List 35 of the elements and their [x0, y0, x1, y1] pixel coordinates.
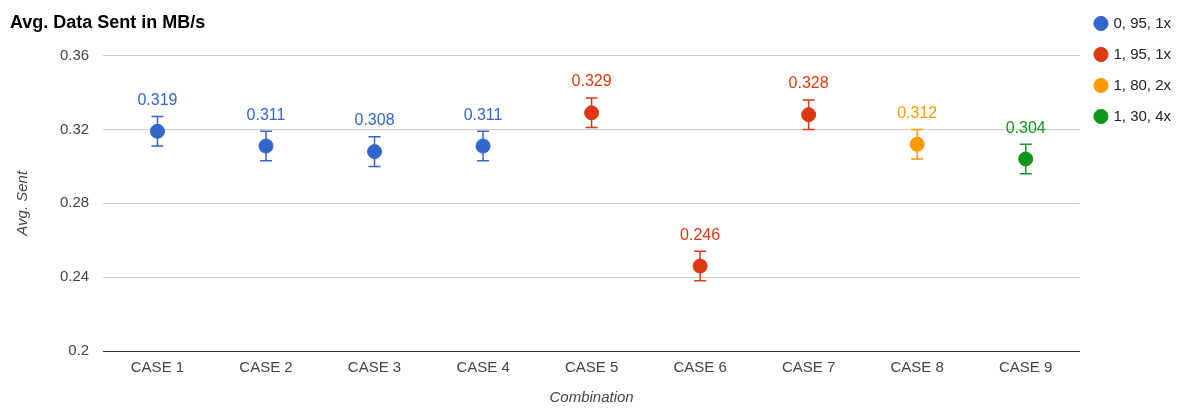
y-axis-title: Avg. Sent	[13, 170, 31, 237]
x-tick-label: CASE 2	[239, 358, 293, 376]
x-tick-label: CASE 5	[564, 358, 619, 376]
legend-label: 1, 80, 2x	[1113, 75, 1172, 93]
point	[149, 123, 165, 139]
data-label: 0.308	[354, 111, 395, 129]
data-label: 0.328	[788, 74, 829, 92]
data-label: 0.329	[571, 72, 612, 90]
data-label: 0.311	[246, 105, 286, 123]
legend-label: 1, 95, 1x	[1113, 44, 1172, 62]
x-tick-label: CASE 4	[456, 358, 510, 376]
data-label: 0.311	[463, 105, 503, 123]
x-tick-label: CASE 6	[673, 358, 727, 376]
chart-title: Avg. Data Sent in MB/s	[10, 11, 206, 32]
x-tick-label: CASE 9	[999, 358, 1053, 376]
legend-label: 1, 30, 4x	[1113, 106, 1172, 124]
y-tick-label: 0.28	[59, 193, 90, 211]
x-axis-title: Combination	[549, 388, 634, 406]
y-tick-label: 0.32	[59, 119, 90, 137]
point	[1018, 151, 1034, 167]
x-tick-label: CASE 7	[781, 358, 836, 376]
x-tick-label: CASE 8	[890, 358, 944, 376]
data-label: 0.319	[137, 90, 178, 108]
y-tick-label: 0.36	[59, 45, 90, 63]
y-tick-label: 0.24	[59, 267, 90, 285]
data-label: 0.304	[1005, 118, 1046, 136]
x-tick-label: CASE 1	[130, 358, 185, 376]
data-label: 0.312	[897, 103, 938, 121]
x-tick-label: CASE 3	[347, 358, 402, 376]
y-tick-label: 0.2	[68, 341, 90, 359]
point	[367, 144, 383, 160]
legend-label: 0, 95, 1x	[1113, 13, 1172, 31]
point	[801, 107, 817, 123]
data-label: 0.246	[680, 225, 721, 243]
point	[584, 105, 600, 121]
